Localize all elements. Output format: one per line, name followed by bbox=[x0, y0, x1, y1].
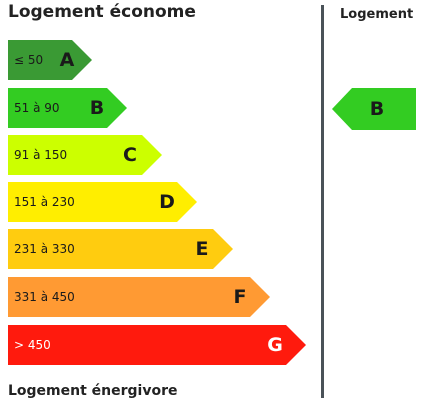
column-title: Logement bbox=[340, 7, 414, 22]
current-rating-indicator: B bbox=[332, 88, 416, 130]
indicator-shape bbox=[332, 88, 416, 130]
rating-bar-c: 91 à 150 C bbox=[8, 135, 162, 175]
range-label-f: 331 à 450 bbox=[14, 290, 75, 304]
letter-e: E bbox=[195, 238, 209, 260]
rating-bar-g: > 450 G bbox=[8, 325, 306, 365]
rating-bar-d: 151 à 230 D bbox=[8, 182, 197, 222]
range-label-a: ≤ 50 bbox=[14, 53, 44, 67]
range-label-b: 51 à 90 bbox=[14, 101, 60, 115]
letter-d: D bbox=[159, 191, 175, 213]
range-label-e: 231 à 330 bbox=[14, 242, 75, 256]
letter-g: G bbox=[267, 334, 283, 356]
bar-shape-b bbox=[8, 88, 127, 128]
rating-bar-f: 331 à 450 F bbox=[8, 277, 270, 317]
bar-shape-a bbox=[8, 40, 92, 80]
top-label: Logement économe bbox=[8, 2, 196, 22]
bar-shape-f bbox=[8, 277, 270, 317]
range-label-g: > 450 bbox=[14, 338, 51, 352]
letter-a: A bbox=[59, 49, 75, 71]
rating-bar-a: ≤ 50 A bbox=[8, 40, 92, 80]
bottom-label: Logement énergivore bbox=[8, 383, 178, 399]
current-rating-letter: B bbox=[369, 98, 385, 120]
letter-f: F bbox=[233, 286, 247, 308]
bar-shape-e bbox=[8, 229, 233, 269]
range-label-c: 91 à 150 bbox=[14, 148, 68, 162]
rating-bar-e: 231 à 330 E bbox=[8, 229, 233, 269]
rating-bar-b: 51 à 90 B bbox=[8, 88, 127, 128]
bar-shape-g bbox=[8, 325, 306, 365]
divider bbox=[321, 5, 324, 398]
letter-c: C bbox=[123, 144, 137, 166]
bar-shape-d bbox=[8, 182, 197, 222]
letter-b: B bbox=[89, 97, 105, 119]
range-label-d: 151 à 230 bbox=[14, 195, 75, 209]
bar-shape-c bbox=[8, 135, 162, 175]
